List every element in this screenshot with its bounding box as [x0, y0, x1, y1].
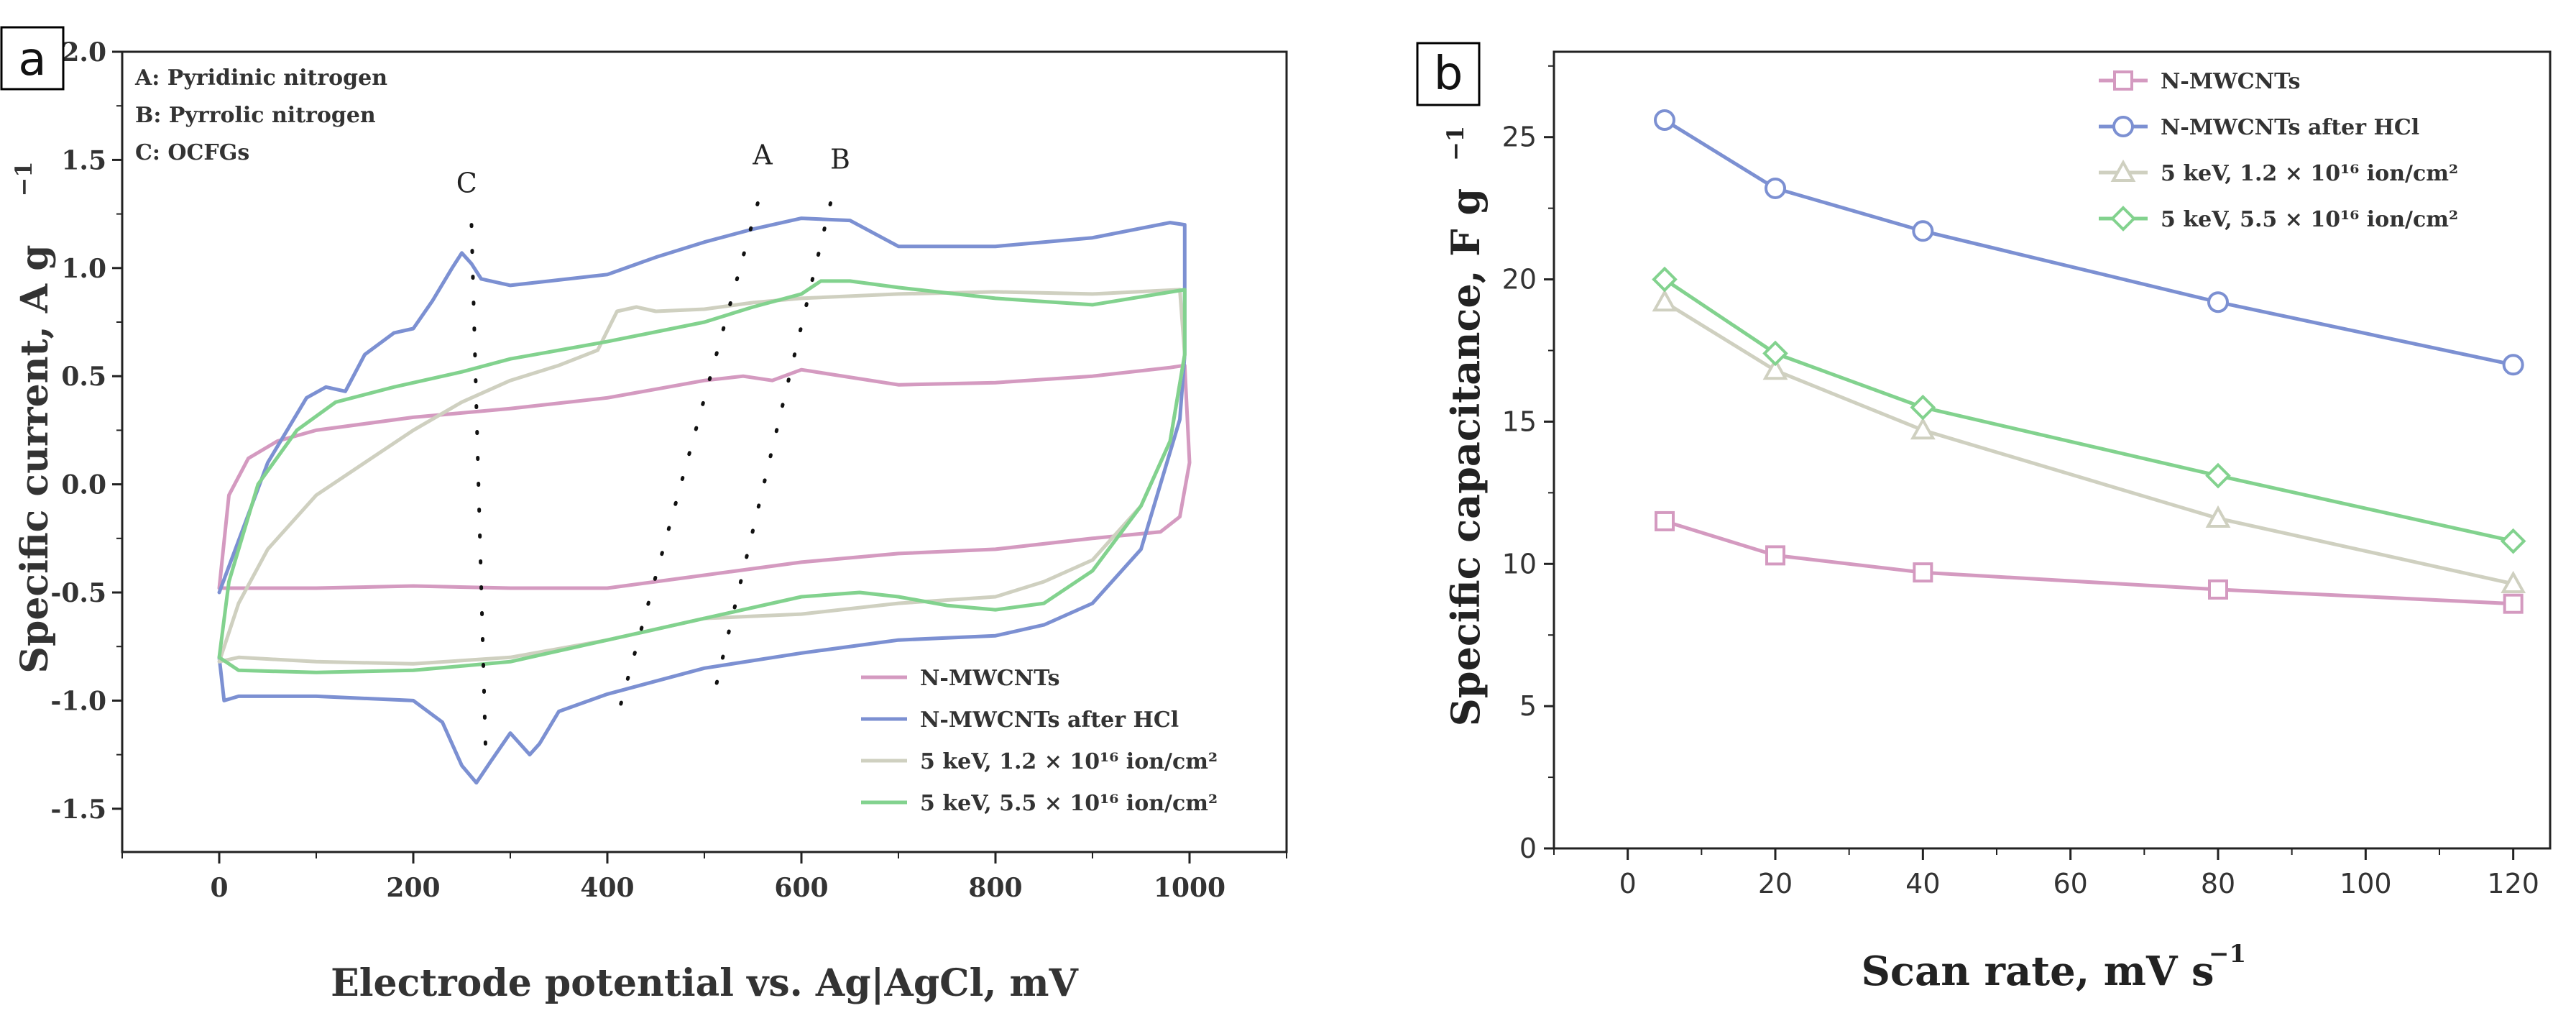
data-point-s1-p3 — [2207, 291, 2229, 313]
peak-guide-b — [712, 201, 832, 696]
legend-label: 5 keV, 5.5 × 10¹⁶ ion/cm² — [2161, 207, 2458, 232]
legend-marker — [2110, 206, 2136, 232]
panel-label: a — [18, 33, 46, 86]
y-tick-label: 15 — [1502, 406, 1537, 437]
data-point-s2-p2 — [1910, 417, 1936, 440]
y-axis-label-superscript: −1 — [10, 161, 37, 196]
series-line-0 — [1664, 519, 2513, 606]
legend-marker — [2110, 159, 2136, 182]
data-point-s0-p3 — [2208, 579, 2228, 600]
x-tick-label: 60 — [2053, 868, 2087, 899]
panel-label: b — [1434, 47, 1463, 101]
data-point-s1-p4 — [2502, 354, 2524, 376]
y-tick-label: 1.5 — [61, 145, 106, 175]
x-tick-label: 0 — [210, 873, 228, 903]
x-tick-label: 0 — [1619, 868, 1637, 899]
x-tick-label: 100 — [2340, 868, 2392, 899]
x-tick-label: 80 — [2201, 868, 2235, 899]
data-point-s3-p3 — [2205, 462, 2231, 489]
data-point-s0-p4 — [2503, 593, 2524, 614]
legend-label: 5 keV, 5.5 × 10¹⁶ ion/cm² — [920, 791, 1218, 816]
data-point-s1-p0 — [1654, 109, 1675, 131]
series-line-1 — [1663, 118, 2514, 367]
panel-a-cv-chart: 0 200 400 600 800 1000 2.0 1.5 1.0 0.5 0.0 -0.5 -1.0… — [0, 26, 1288, 1005]
peak-label-b: B — [830, 143, 850, 175]
x-tick-label: 40 — [1905, 868, 1940, 899]
legend-label: N-MWCNTs — [920, 666, 1060, 691]
series-line-3 — [217, 279, 1187, 674]
data-point-s2-p3 — [2205, 505, 2231, 528]
series-line-2 — [1663, 301, 2514, 586]
y-tick-label: 0.0 — [61, 470, 106, 500]
y-axis-label: Specific current, A g — [13, 244, 57, 673]
legend-marker — [2112, 116, 2134, 137]
peak-legend-entry: B: Pyrrolic nitrogen — [135, 103, 376, 128]
series-line-1 — [217, 216, 1187, 785]
y-tick-label: 5 — [1519, 690, 1537, 722]
y-axis-label-superscript: −1 — [1442, 126, 1469, 161]
data-point-s0-p0 — [1655, 510, 1675, 531]
peak-legend-entry: C: OCFGs — [135, 140, 249, 165]
legend-label: 5 keV, 1.2 × 10¹⁶ ion/cm² — [920, 749, 1218, 774]
data-point-s3-p4 — [2500, 528, 2526, 554]
y-tick-label: -1.0 — [50, 686, 106, 716]
y-axis-label-group: Specific capacitance, F g −1 — [1442, 126, 1489, 726]
peak-label-c: C — [456, 168, 477, 199]
legend-marker — [2113, 70, 2133, 91]
data-point-s2-p1 — [1762, 357, 1788, 380]
series-line-2 — [217, 288, 1187, 666]
axes-frame — [1552, 50, 2552, 850]
y-axis-label-group: Specific current, A g −1 — [10, 161, 57, 673]
x-tick-label: 400 — [580, 873, 634, 903]
data-point-s0-p1 — [1765, 545, 1785, 566]
legend-label: 5 keV, 1.2 × 10¹⁶ ion/cm² — [2161, 161, 2458, 186]
series-line-0 — [217, 363, 1192, 590]
data-point-s2-p0 — [1652, 289, 1678, 312]
data-point-s2-p4 — [2501, 570, 2526, 593]
legend-label: N-MWCNTs after HCl — [2161, 115, 2419, 140]
data-point-s0-p2 — [1913, 562, 1933, 583]
y-tick-label: 0.5 — [61, 362, 106, 392]
data-point-s1-p1 — [1765, 177, 1786, 199]
legend-label: N-MWCNTs — [2161, 69, 2301, 94]
x-tick-label: 120 — [2487, 868, 2539, 899]
x-tick-label: 800 — [968, 873, 1022, 903]
y-tick-label: -0.5 — [50, 578, 106, 608]
data-point-s3-p0 — [1652, 266, 1678, 293]
data-point-s1-p2 — [1912, 220, 1934, 242]
x-axis-label: Scan rate, mV s — [1861, 948, 2214, 995]
y-tick-label: 1.0 — [61, 254, 106, 284]
x-axis-label-superscript: −1 — [2209, 940, 2246, 968]
panel-label-box — [0, 26, 65, 91]
x-tick-label: 200 — [386, 873, 440, 903]
y-axis-label: Specific capacitance, F g — [1443, 188, 1489, 726]
y-tick-label: 0 — [1519, 833, 1537, 864]
y-tick-label: 2.0 — [61, 37, 106, 68]
panel-label-box — [1416, 42, 1481, 106]
series-line-3 — [1663, 278, 2514, 544]
y-tick-label: 25 — [1502, 122, 1537, 153]
y-tick-label: -1.5 — [50, 794, 106, 825]
legend-label: N-MWCNTs after HCl — [920, 707, 1179, 733]
peak-guide-a — [615, 201, 760, 720]
y-tick-label: 20 — [1502, 264, 1537, 296]
x-tick-label: 1000 — [1154, 873, 1225, 903]
data-point-s3-p2 — [1910, 394, 1936, 421]
peak-legend-entry: A: Pyridinic nitrogen — [134, 65, 387, 91]
x-axis-label: Electrode potential vs. Ag|AgCl, mV — [331, 961, 1079, 1005]
y-tick-label: 10 — [1502, 548, 1537, 580]
data-point-s3-p1 — [1762, 340, 1788, 367]
x-tick-label: 20 — [1758, 868, 1793, 899]
x-tick-label: 600 — [774, 873, 828, 903]
peak-guide-c — [469, 223, 488, 768]
peak-label-a: A — [752, 139, 773, 170]
panel-b-capacitance-chart: 0 20 40 60 80 100 120 0 5 10 15 20 25 N-MWCNTs N-MWCNT… — [1416, 42, 2552, 995]
